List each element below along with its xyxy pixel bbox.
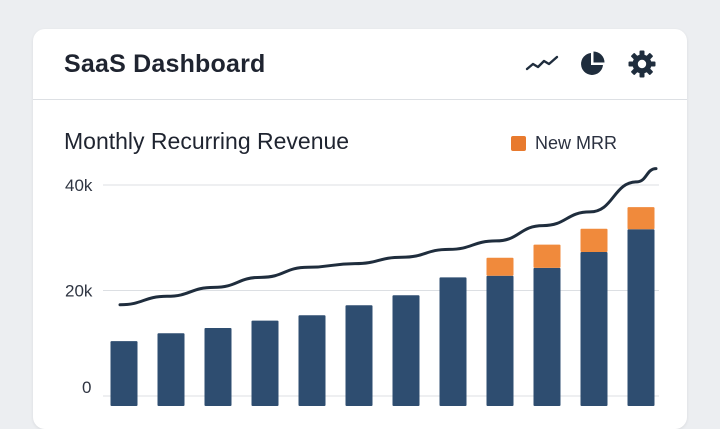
bar-existing-mrr bbox=[533, 267, 561, 406]
bar-existing-mrr bbox=[439, 277, 467, 406]
chart-legend: New MRR bbox=[511, 133, 617, 154]
y-tick-label: 40k bbox=[65, 176, 93, 195]
pie-chart-icon[interactable] bbox=[575, 49, 609, 79]
bar-new-mrr bbox=[533, 244, 561, 268]
mrr-chart: 0 20k 40k bbox=[65, 167, 659, 406]
header-toolbar bbox=[525, 49, 659, 79]
bar-existing-mrr bbox=[204, 327, 232, 406]
bar-existing-mrr bbox=[298, 315, 326, 406]
bar-new-mrr bbox=[627, 207, 655, 230]
y-tick-label: 20k bbox=[65, 282, 93, 301]
bar-existing-mrr bbox=[157, 333, 185, 406]
y-tick-label: 0 bbox=[82, 378, 91, 397]
bar-existing-mrr bbox=[345, 305, 373, 406]
bar-existing-mrr bbox=[110, 341, 138, 406]
bar-new-mrr bbox=[580, 228, 608, 252]
chart-title: Monthly Recurring Revenue bbox=[64, 128, 350, 154]
dashboard-card: SaaS Dashboard bbox=[33, 29, 687, 429]
trend-line-icon[interactable] bbox=[525, 49, 559, 79]
total-mrr-line bbox=[118, 167, 658, 307]
legend-label: New MRR bbox=[535, 133, 618, 153]
bar-existing-mrr bbox=[486, 275, 514, 406]
bar-existing-mrr bbox=[627, 229, 655, 406]
bar-existing-mrr bbox=[580, 251, 608, 406]
gear-icon[interactable] bbox=[625, 49, 659, 79]
bar-existing-mrr bbox=[251, 320, 279, 406]
page-title: SaaS Dashboard bbox=[64, 50, 266, 78]
legend-swatch bbox=[511, 136, 526, 151]
bar-new-mrr bbox=[486, 257, 514, 276]
bar-existing-mrr bbox=[392, 295, 420, 406]
card-header: SaaS Dashboard bbox=[33, 29, 687, 100]
